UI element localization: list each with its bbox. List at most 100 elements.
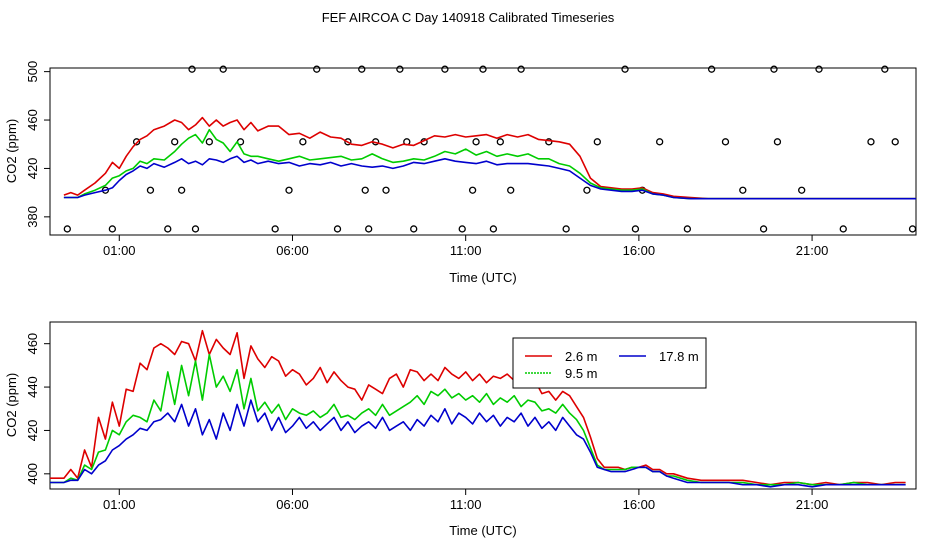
status-marker <box>358 65 366 73</box>
y-tick-label: 460 <box>25 109 40 131</box>
status-marker <box>396 65 404 73</box>
series-line-2-6-m <box>50 329 906 486</box>
status-marker <box>656 138 664 146</box>
status-marker <box>507 186 515 194</box>
x-tick-label: 06:00 <box>276 243 309 258</box>
bottom-series-lines <box>50 329 906 488</box>
x-tick-label: 21:00 <box>796 497 829 512</box>
status-marker <box>191 225 200 233</box>
status-marker <box>382 186 390 194</box>
series-line-9-5-m <box>50 353 906 486</box>
status-marker <box>344 138 352 146</box>
series-line-17-8-m <box>63 155 916 200</box>
series-line-17-8-m <box>50 399 906 488</box>
status-marker <box>108 225 117 233</box>
status-marker <box>164 225 172 233</box>
status-marker <box>621 65 629 73</box>
status-marker <box>721 138 730 146</box>
series-line-9-5-m <box>63 128 916 200</box>
status-marker <box>313 65 321 73</box>
x-tick-label: 16:00 <box>623 497 656 512</box>
legend-label-9-5m: 9.5 m <box>565 366 598 381</box>
bottom-x-label: Time (UTC) <box>449 523 516 538</box>
status-marker <box>496 138 504 146</box>
status-marker <box>908 225 917 233</box>
status-marker <box>562 225 570 233</box>
status-marker <box>146 186 155 194</box>
status-marker <box>171 138 179 146</box>
status-marker <box>489 225 498 233</box>
status-marker <box>188 65 196 73</box>
top-plot-frame <box>49 67 917 236</box>
x-tick-label: 11:00 <box>450 497 482 512</box>
top-y-label: CO2 (ppm) <box>4 119 19 183</box>
bottom-y-axis: 400 420 440 460 <box>25 333 50 485</box>
y-tick-label: 420 <box>25 420 40 442</box>
bottom-panel: 01:00 06:00 11:00 16:00 21:00 400 420 440 460 T… <box>4 321 917 538</box>
y-tick-label: 500 <box>25 61 40 83</box>
top-x-axis: 01:00 06:00 11:00 16:00 21:00 <box>103 235 828 258</box>
y-tick-label: 440 <box>25 376 40 398</box>
status-marker <box>517 65 525 73</box>
status-marker <box>867 138 875 146</box>
y-tick-label: 420 <box>25 158 40 180</box>
x-tick-label: 11:00 <box>450 243 482 258</box>
status-marker <box>631 225 640 233</box>
status-marker <box>798 186 806 194</box>
status-marker <box>545 138 553 146</box>
status-marker <box>63 225 71 233</box>
x-tick-label: 16:00 <box>623 243 656 258</box>
legend: 2.6 m 17.8 m 9.5 m <box>512 337 707 389</box>
status-marker <box>132 138 141 146</box>
status-marker <box>271 225 279 233</box>
top-x-label: Time (UTC) <box>449 270 516 285</box>
status-marker <box>683 225 692 233</box>
status-marker <box>333 225 342 233</box>
series-line-2-6-m <box>63 116 916 200</box>
status-marker <box>365 225 373 233</box>
status-marker <box>479 65 487 73</box>
bottom-plot-frame <box>49 321 917 490</box>
status-marker <box>219 65 227 73</box>
y-tick-label: 380 <box>25 206 40 228</box>
status-marker <box>770 65 778 73</box>
status-marker <box>881 65 889 73</box>
top-panel: 01:00 06:00 11:00 16:00 21:00 380 420 460 500 T… <box>4 61 917 285</box>
status-marker <box>441 65 449 73</box>
top-series-lines <box>63 116 916 200</box>
y-tick-label: 400 <box>25 463 40 485</box>
status-marker <box>815 65 823 73</box>
legend-label-17-8m: 17.8 m <box>659 349 699 364</box>
status-marker <box>361 186 369 194</box>
legend-box <box>512 337 707 389</box>
status-marker <box>472 138 480 146</box>
status-marker <box>593 138 601 146</box>
x-tick-label: 01:00 <box>103 497 136 512</box>
status-marker <box>468 186 477 194</box>
x-tick-label: 01:00 <box>103 243 136 258</box>
status-marker <box>299 138 307 146</box>
bottom-y-label: CO2 (ppm) <box>4 373 19 437</box>
x-tick-label: 06:00 <box>276 497 309 512</box>
status-marker <box>773 138 782 146</box>
status-marker <box>891 138 899 146</box>
status-marker <box>177 186 186 194</box>
bottom-x-axis: 01:00 06:00 11:00 16:00 21:00 <box>103 489 828 512</box>
status-marker <box>707 65 716 73</box>
y-tick-label: 460 <box>25 333 40 355</box>
status-marker <box>458 225 466 233</box>
x-tick-label: 21:00 <box>796 243 829 258</box>
status-marker <box>839 225 847 233</box>
status-marker <box>759 225 768 233</box>
top-status-markers <box>63 65 917 233</box>
top-y-axis: 380 420 460 500 <box>25 61 50 228</box>
status-marker <box>410 225 418 233</box>
figure-title: FEF AIRCOA C Day 140918 Calibrated Times… <box>322 10 615 25</box>
legend-label-2-6m: 2.6 m <box>565 349 598 364</box>
status-marker <box>739 186 747 194</box>
status-marker <box>285 186 293 194</box>
status-marker <box>205 138 213 146</box>
status-marker <box>583 186 591 194</box>
